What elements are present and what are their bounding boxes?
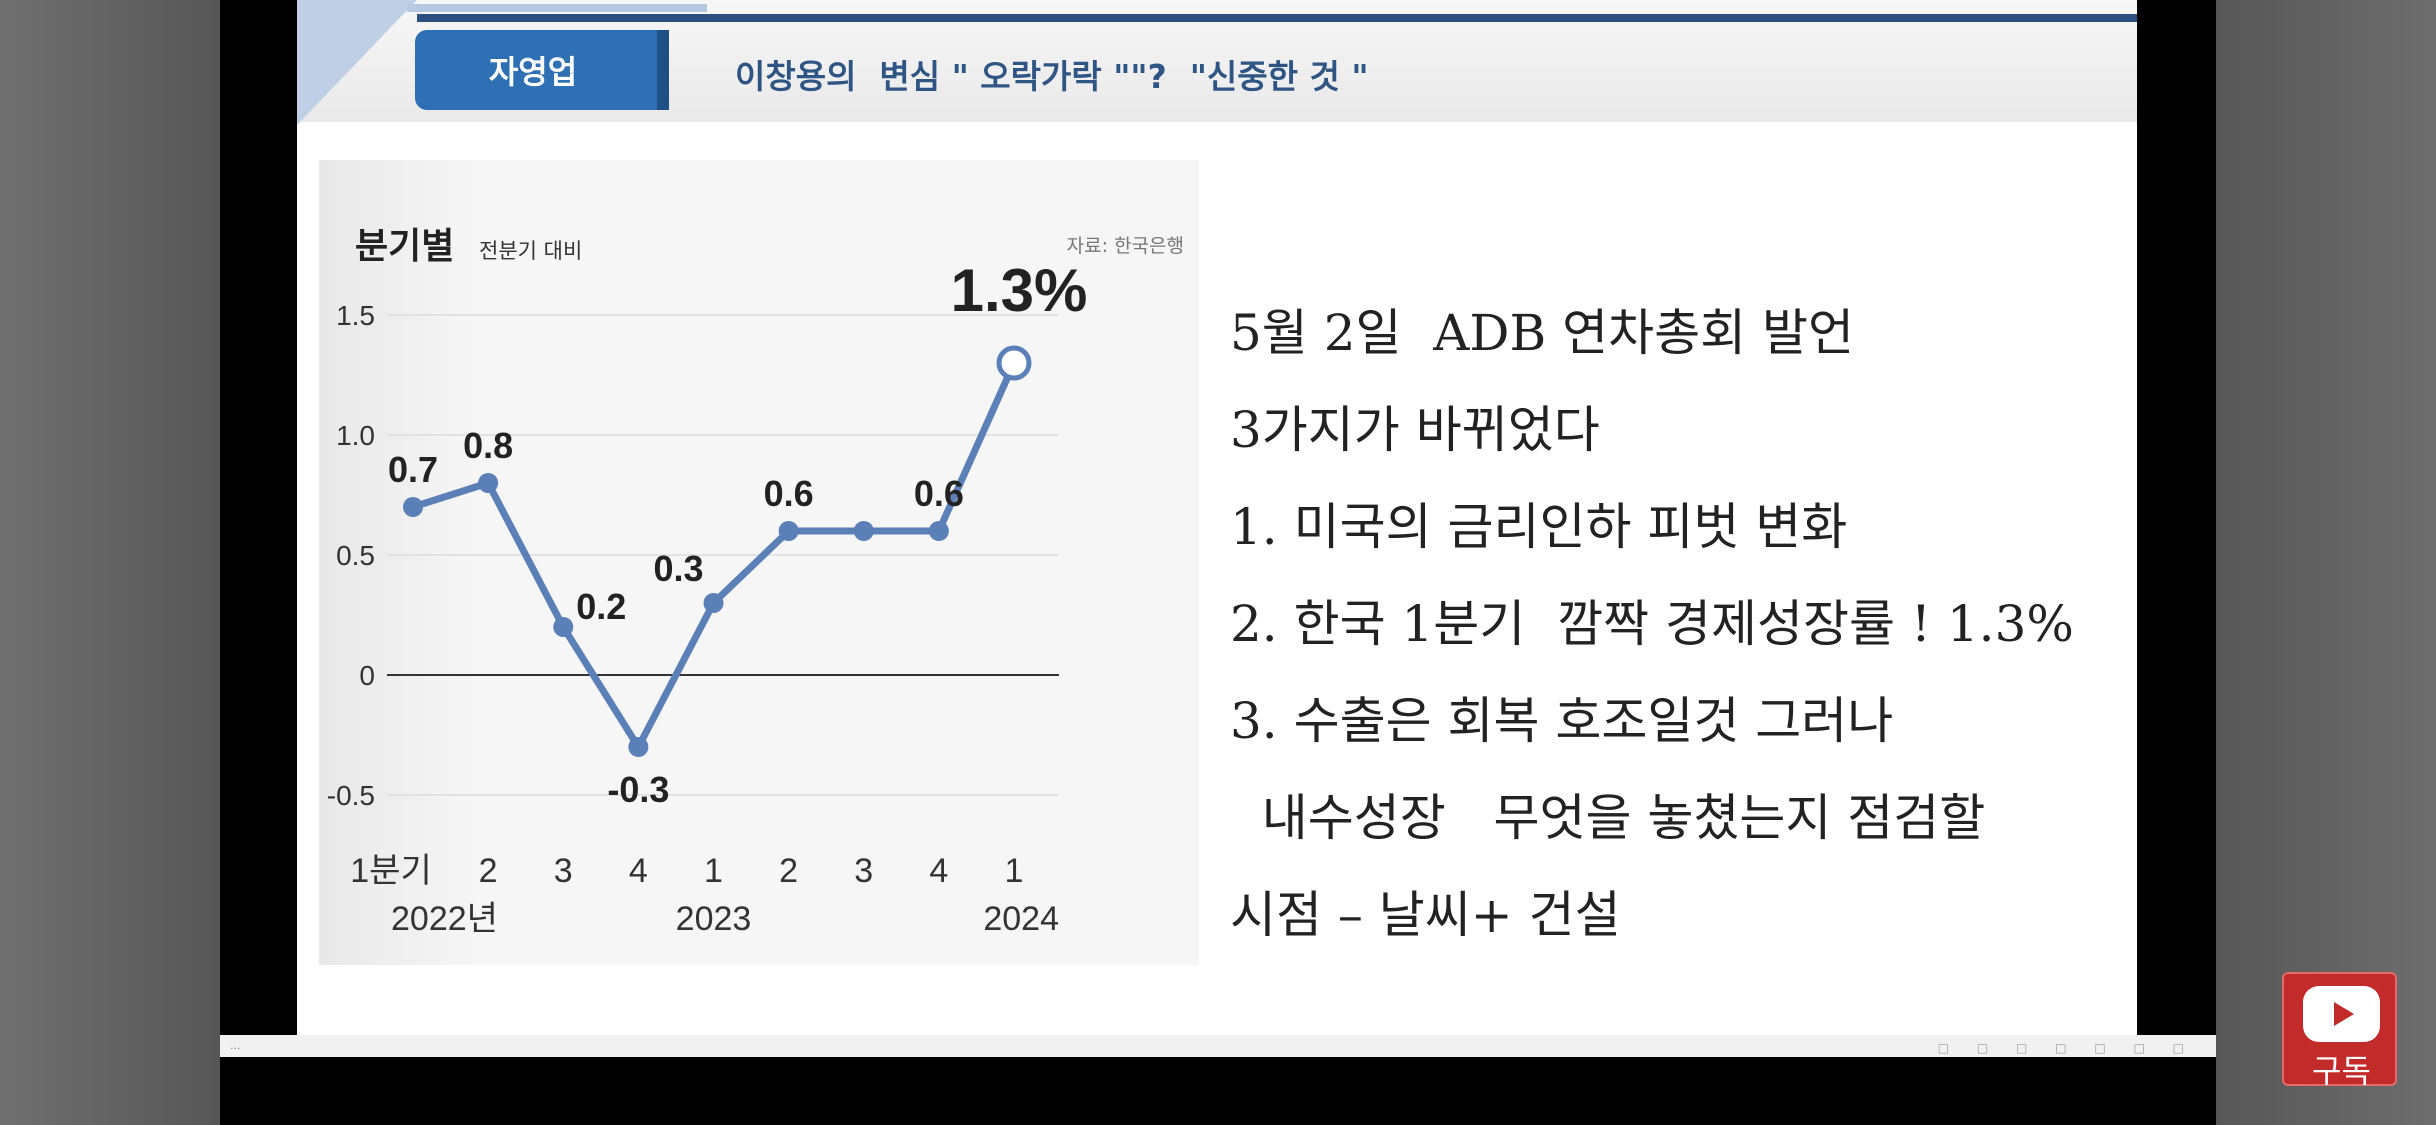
bullet-line-7: 시점 – 날씨+ 건설: [1230, 886, 1621, 944]
bottom-bar-controls[interactable]: □ □ □ □ □ □ □: [1937, 1041, 2196, 1055]
slide-headline: 이창용의 변심 " 오락가락 ""? "신중한 것 ": [735, 57, 1369, 96]
x-year-label: 2022년: [391, 900, 498, 938]
bullet-line-6: 내수성장 무엇을 놓쳤는지 점검할: [1230, 789, 1986, 847]
bullet-line-2: 3가지가 바뀌었다: [1230, 401, 1600, 459]
category-tag-edge: [657, 30, 669, 110]
data-label: 0.6: [764, 473, 814, 514]
x-tick-label: 1: [1005, 852, 1024, 890]
chart-title: 분기별: [355, 226, 454, 267]
data-point: [628, 737, 649, 757]
slide: 자영업 이창용의 변심 " 오락가락 ""? "신중한 것 " 1.5 1.0 0.…: [297, 0, 2137, 1035]
x-year-label: 2023: [676, 900, 752, 938]
bottom-bar-text: ...: [230, 1039, 241, 1052]
y-tick-label: 0.5: [336, 540, 375, 571]
data-label: 0.2: [576, 586, 626, 627]
data-point: [853, 521, 874, 541]
bullet-line-3: 1. 미국의 금리인하 피벗 변화: [1230, 498, 1848, 556]
gdp-growth-chart: 1.5 1.0 0.5 0 -0.5 분기별 전분기 대비 자료: 한국은행 0.7 0.8 0.2…: [327, 226, 1184, 938]
data-label: 0.3: [653, 548, 703, 589]
header-accent-line: [407, 4, 707, 12]
bullet-line-5: 3. 수출은 회복 호조일것 그러나: [1230, 692, 1894, 750]
x-tick-label: 3: [854, 852, 873, 890]
data-point: [996, 345, 1032, 381]
x-tick-label: 4: [929, 852, 948, 890]
data-label: -0.3: [607, 769, 669, 810]
data-point: [553, 617, 574, 637]
bullet-line-1: 5월 2일 ADB 연차총회 발언: [1230, 304, 1855, 362]
data-point: [778, 521, 799, 541]
player-bottom-bar: ... □ □ □ □ □ □ □: [220, 1035, 2216, 1057]
data-label: 1.3%: [951, 257, 1088, 324]
x-tick-label: 3: [554, 852, 573, 890]
y-tick-label: -0.5: [327, 780, 375, 811]
y-tick-label: 1.0: [336, 420, 375, 451]
y-tick-label: 1.5: [336, 300, 375, 331]
x-tick-label: 1: [704, 852, 723, 890]
data-point: [928, 521, 949, 541]
bullet-list: 5월 2일 ADB 연차총회 발언 3가지가 바뀌었다 1. 미국의 금리인하 …: [1230, 285, 2130, 964]
slide-header: 자영업 이창용의 변심 " 오락가락 ""? "신중한 것 ": [297, 0, 2137, 125]
corner-decoration: [297, 0, 417, 125]
youtube-play-icon: [2303, 986, 2380, 1042]
subscribe-button[interactable]: 구독: [2282, 972, 2397, 1090]
data-label: 0.6: [914, 473, 964, 514]
data-point: [403, 497, 423, 517]
x-tick-label: 2: [779, 852, 798, 890]
chart-source: 자료: 한국은행: [1067, 235, 1184, 257]
x-tick-label: 2: [479, 852, 498, 890]
x-tick-label: 4: [629, 852, 648, 890]
data-point: [703, 593, 724, 613]
outer-background-left: [0, 0, 220, 1125]
x-tick-label: 1분기: [350, 852, 431, 890]
data-label: 0.8: [463, 425, 513, 466]
category-tag: 자영업: [415, 30, 667, 110]
subscribe-label: 구독: [2312, 1052, 2371, 1090]
outer-background-right: [2216, 0, 2436, 1125]
data-point: [478, 473, 499, 493]
y-tick-label: 0: [359, 660, 375, 691]
x-year-label: 2024: [983, 900, 1059, 938]
data-label: 0.7: [388, 449, 438, 490]
bullet-line-4: 2. 한국 1분기 깜짝 경제성장률 ! 1.3%: [1230, 595, 2074, 653]
header-rule: [417, 14, 2137, 22]
chart-panel: 1.5 1.0 0.5 0 -0.5 분기별 전분기 대비 자료: 한국은행 0.7 0.8 0.2…: [319, 160, 1199, 965]
chart-subtitle: 전분기 대비: [479, 239, 582, 263]
